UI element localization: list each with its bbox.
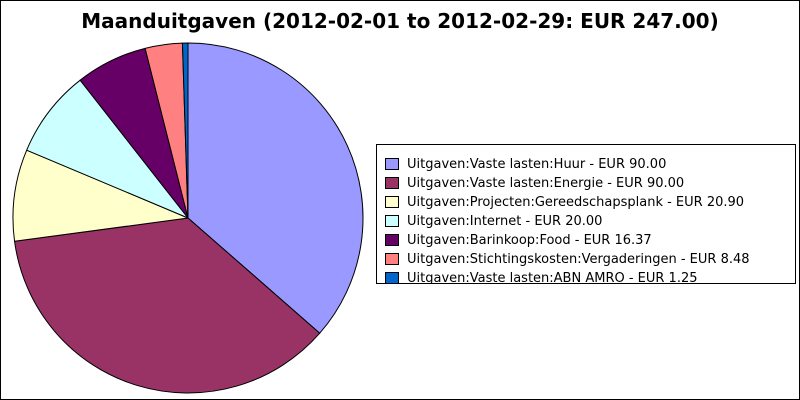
legend-swatch — [385, 272, 399, 283]
legend-swatch — [385, 158, 399, 170]
legend-label: Uitgaven:Vaste lasten:ABN AMRO - EUR 1.2… — [407, 271, 698, 284]
legend-swatch — [385, 177, 399, 189]
legend-swatch — [385, 196, 399, 208]
pie-slice — [26, 79, 189, 219]
chart-legend: Uitgaven:Vaste lasten:Huur - EUR 90.00 Ui… — [376, 144, 796, 284]
legend-swatch — [385, 215, 399, 227]
legend-label: Uitgaven:Internet - EUR 20.00 — [407, 214, 603, 229]
legend-label: Uitgaven:Projecten:Gereedschapsplank - E… — [407, 195, 745, 210]
pie-slice — [187, 42, 364, 334]
legend-label: Uitgaven:Vaste lasten:Huur - EUR 90.00 — [407, 157, 667, 172]
legend-swatch — [385, 253, 399, 265]
legend-swatch — [385, 234, 399, 246]
pie-slice — [14, 217, 321, 394]
legend-label: Uitgaven:Stichtingskosten:Vergaderingen … — [407, 252, 750, 267]
pie-slice — [181, 42, 189, 219]
legend-label: Uitgaven:Barinkoop:Food - EUR 16.37 — [407, 233, 652, 248]
legend-label: Uitgaven:Vaste lasten:Energie - EUR 90.0… — [407, 176, 685, 191]
pie-slice — [12, 149, 189, 242]
chart-title: Maanduitgaven (2012-02-01 to 2012-02-29:… — [81, 9, 719, 33]
